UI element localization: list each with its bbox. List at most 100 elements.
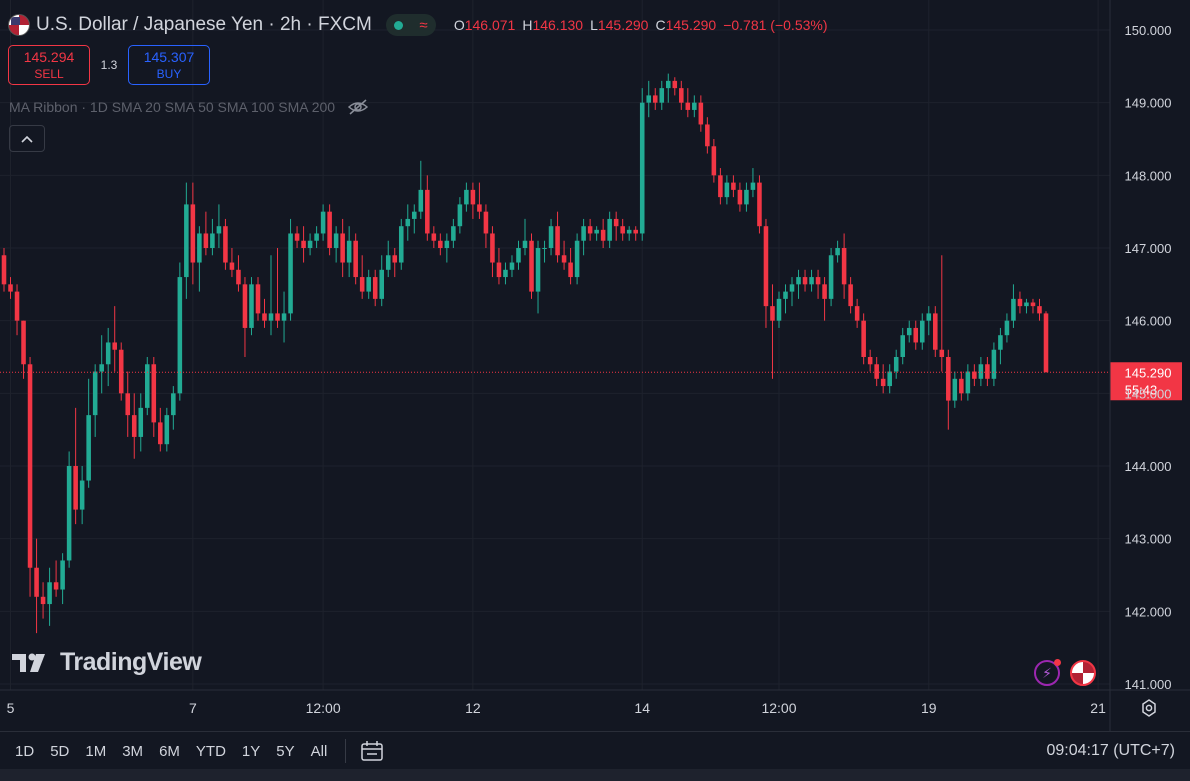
candle-body [385,255,391,270]
candle-body [255,284,261,314]
range-all[interactable]: All [310,742,328,760]
candle-body [835,248,840,256]
range-1m[interactable]: 1M [85,742,107,760]
candle-body [594,229,599,234]
candle [60,553,65,605]
candle-body [1,255,7,285]
price-tick-label: 141.000 [1125,677,1172,692]
range-5y[interactable]: 5Y [276,742,295,760]
candle [92,364,98,437]
candle [438,233,443,256]
high-value: 146.130 [532,17,584,33]
candle-body [770,306,775,321]
range-buttons: 1D 5D 1M 3M 6M YTD 1Y 5Y All [0,743,335,760]
candle-body [672,80,678,89]
candle-body [425,189,430,234]
candle-body [418,189,424,212]
last-price-value: 145.290 [1125,365,1172,380]
candle-body [353,240,358,278]
indicator-legend[interactable]: MA Ribbon · 1D SMA 20 SMA 50 SMA 100 SMA… [9,99,369,115]
candle [294,226,300,248]
wave-icon: ≈ [419,16,428,34]
candle-body [301,240,306,248]
range-ytd[interactable]: YTD [195,742,226,760]
buy-button[interactable]: 145.307 BUY [128,45,210,85]
change-value: −0.781 (−0.53%) [723,17,828,33]
axis-settings-icon[interactable] [1139,698,1159,718]
collapse-legend-button[interactable] [9,125,45,152]
candle-body [451,226,456,241]
candle-body [177,277,183,394]
candle-body [171,393,176,416]
candle-body [1030,302,1036,307]
candle-body [952,378,958,401]
candle [965,364,971,401]
range-3m[interactable]: 3M [122,742,144,760]
price-chart[interactable]: 145.290 55:43 150.000 149.000 148.000 147.00… [0,0,1190,731]
candle [737,182,743,212]
sell-price: 145.294 [23,49,75,65]
candle [366,269,371,299]
candle-body [105,342,111,365]
candle [959,371,964,401]
candle [926,306,932,336]
candle [705,117,710,154]
lightning-icon[interactable]: ⚡ [1034,659,1061,686]
sell-button[interactable]: 145.294 SELL [8,45,90,85]
range-1d[interactable]: 1D [15,742,35,760]
candle-body [763,226,769,307]
range-6m[interactable]: 6M [159,742,180,760]
candle [86,378,91,488]
candle-body [659,88,665,103]
candle [972,364,977,387]
candle [1043,311,1049,373]
candle-body [652,95,658,103]
candle-body [203,233,209,248]
candle-body [288,233,293,314]
calendar-goto-icon[interactable] [360,740,384,762]
candle [548,218,554,256]
candle-body [457,204,463,227]
candle-body [327,211,332,248]
candle-body [991,349,997,379]
candle-body [744,189,749,205]
candle [197,226,202,292]
hidden-eye-icon[interactable] [347,99,369,115]
candle-body [464,189,469,205]
candle [698,95,704,132]
candle-body [867,357,873,365]
candle-body [223,226,228,263]
time-tick-label: 12:00 [306,700,341,716]
candle-body [275,313,280,321]
candle [158,407,163,452]
candle [66,451,72,568]
range-1y[interactable]: 1Y [241,742,261,760]
candle-body [8,284,13,292]
candle-body [314,233,319,241]
market-status-pill[interactable]: ≈ [385,14,436,36]
candle-body [737,189,743,205]
candle [288,218,293,321]
candle [210,218,215,256]
range-5d[interactable]: 5D [50,742,70,760]
candle [763,218,769,328]
candle-body [477,204,482,212]
candle-body [900,335,906,357]
candle [1004,313,1010,343]
candle [14,284,20,336]
candle [731,175,736,198]
us-flag-badge-icon[interactable] [1070,660,1096,686]
candle [314,226,319,248]
candle-body [92,371,98,416]
candle [529,233,534,299]
candle-body [125,393,131,416]
candle-body [620,226,625,234]
candle [1011,284,1016,328]
low-value: 145.290 [597,17,649,33]
candle [861,313,866,365]
candle-body [815,277,821,285]
candle [346,226,352,278]
symbol-title[interactable]: U.S. Dollar / Japanese Yen · 2h · FXCM [36,14,372,35]
ohlc-readout: O146.071 H146.130 L145.290 C145.290 −0.7… [454,17,828,33]
clock-timezone[interactable]: 09:04:17 (UTC+7) [1046,742,1175,759]
